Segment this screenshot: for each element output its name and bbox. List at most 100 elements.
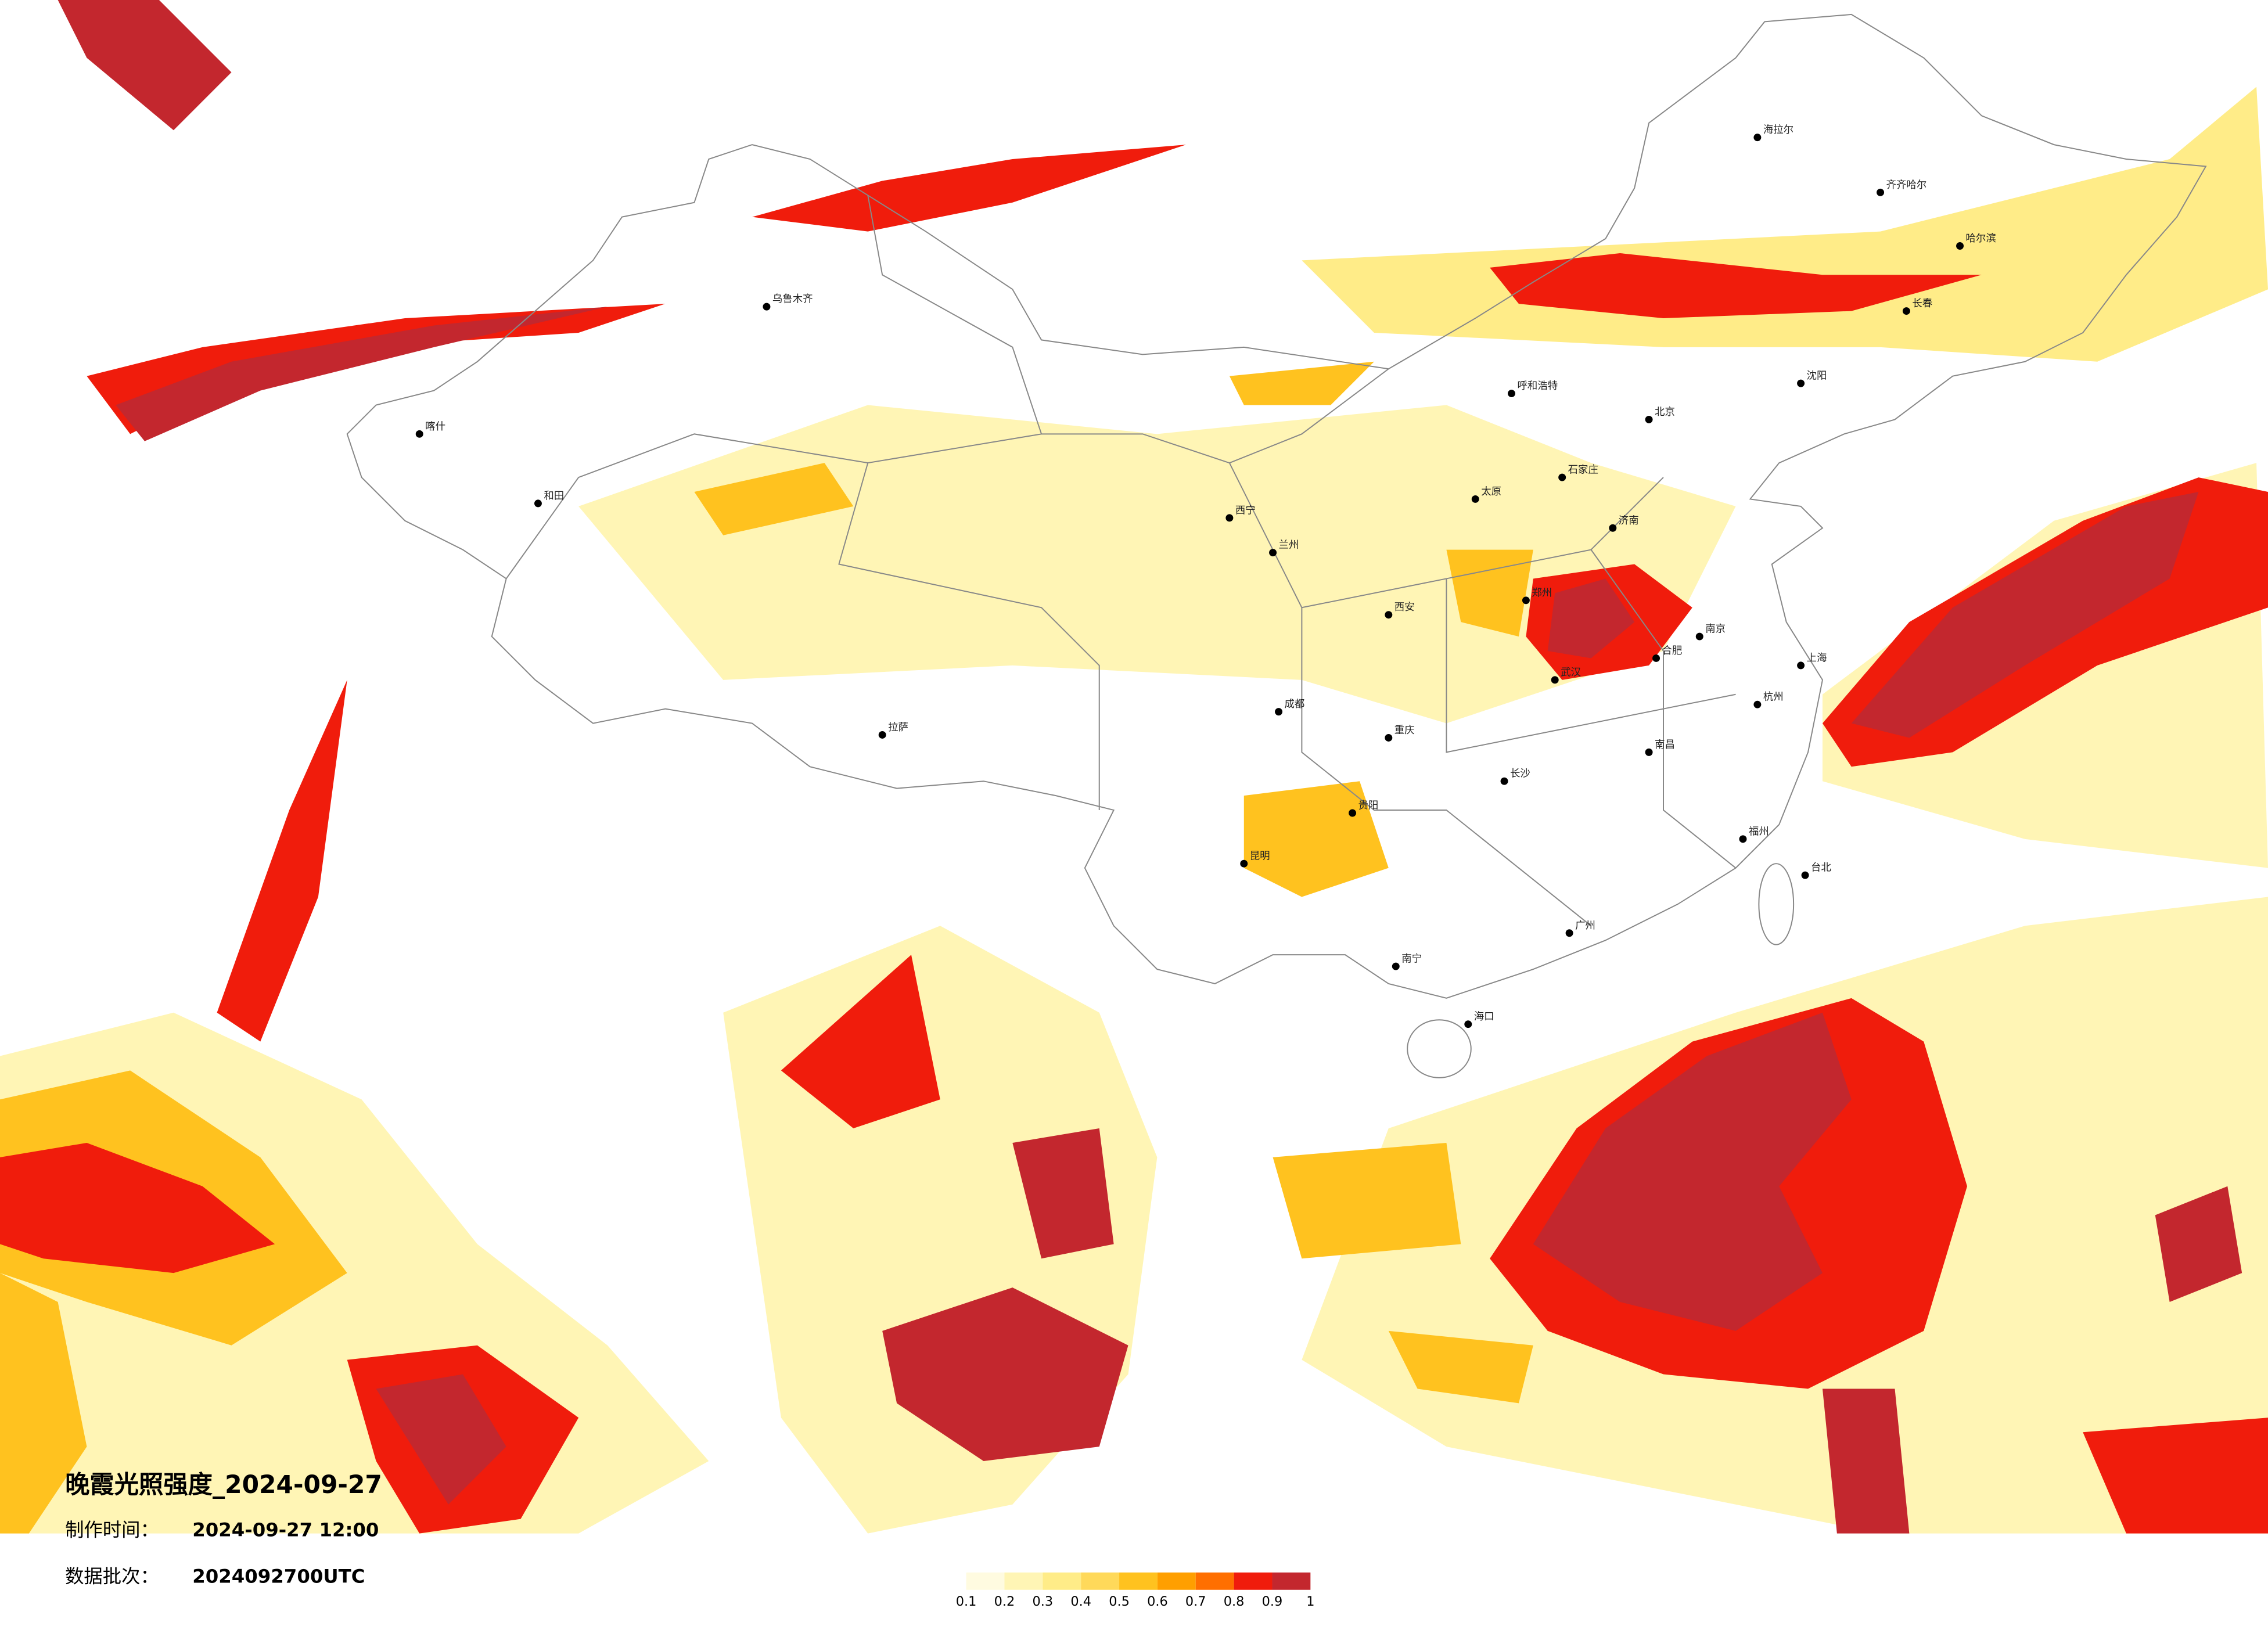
city-dot: [1471, 495, 1479, 503]
province-border: [505, 195, 1737, 927]
legend-tick-label: 0.3: [1033, 1594, 1054, 1609]
legend-tick-label: 0.5: [1109, 1594, 1130, 1609]
legend-tick-label: 0.9: [1262, 1594, 1283, 1609]
info-value: 2024092700UTC: [192, 1565, 365, 1587]
city-dot: [1797, 379, 1805, 387]
city-label: 武汉: [1561, 667, 1581, 678]
city-label: 福州: [1749, 826, 1769, 837]
city-dot: [1645, 748, 1653, 756]
legend-swatch: [1234, 1572, 1273, 1590]
city-label: 成都: [1285, 699, 1305, 710]
city-label: 兰州: [1279, 539, 1299, 551]
city-label: 杭州: [1763, 692, 1784, 703]
city-label: 长沙: [1510, 768, 1530, 780]
legend-tick-label: 0.1: [956, 1594, 977, 1609]
city-label: 南京: [1705, 624, 1726, 635]
city-dot: [1500, 777, 1508, 785]
legend-swatch: [1043, 1572, 1081, 1590]
city-label: 合肥: [1662, 645, 1683, 657]
city-label: 台北: [1811, 862, 1831, 874]
city-label: 喀什: [425, 421, 445, 433]
city-dot: [1739, 835, 1747, 843]
city-dot: [1902, 307, 1910, 315]
legend-swatch: [1157, 1572, 1196, 1590]
city-dot: [1956, 242, 1964, 250]
city-dot: [1753, 700, 1762, 708]
city-dot: [1240, 859, 1248, 868]
cloud-field: [0, 0, 2268, 1534]
city-dot: [1797, 661, 1805, 670]
city-label: 长春: [1912, 298, 1932, 310]
city-label: 南昌: [1655, 739, 1675, 751]
hainan: [1407, 1019, 1472, 1078]
city-label: 石家庄: [1568, 465, 1598, 476]
city-label: 乌鲁木齐: [772, 294, 813, 305]
city-dot: [415, 430, 423, 438]
city-label: 沈阳: [1807, 370, 1827, 382]
city-dot: [1225, 514, 1234, 522]
boundaries: [346, 13, 2207, 1078]
city-dot: [1464, 1020, 1472, 1028]
city-dot: [1652, 654, 1660, 662]
city-dot: [1269, 549, 1277, 557]
city-dot: [878, 731, 886, 739]
city-label: 太原: [1481, 486, 1501, 498]
legend-tick-label: 0.4: [1070, 1594, 1091, 1609]
city-label: 昆明: [1250, 851, 1270, 862]
city-dot: [1695, 632, 1703, 641]
legend-swatch: [1119, 1572, 1158, 1590]
city-dot: [1877, 188, 1885, 196]
city-label: 郑州: [1532, 587, 1552, 599]
country-border: [346, 13, 2207, 999]
city-label: 海口: [1474, 1011, 1494, 1023]
city-dot: [1753, 134, 1762, 142]
city-label: 海拉尔: [1763, 124, 1793, 136]
city-label: 和田: [544, 490, 564, 502]
city-dot: [1385, 733, 1393, 742]
city-label: 拉萨: [888, 722, 908, 733]
city-dot: [1508, 390, 1515, 398]
info-value: 2024-09-27 12:00: [192, 1519, 379, 1541]
city-dot: [534, 499, 542, 508]
legend: 0.1 0.2 0.3 0.4 0.5 0.6 0.7 0.8 0.9 1: [956, 1572, 1314, 1609]
city-label: 上海: [1807, 652, 1827, 664]
legend-tick-label: 1: [1306, 1594, 1314, 1609]
city-dot: [1609, 524, 1617, 532]
city-dot: [1275, 708, 1283, 716]
taiwan: [1758, 863, 1795, 945]
city-label: 广州: [1575, 920, 1595, 931]
legend-tick-label: 0.8: [1224, 1594, 1245, 1609]
city-label: 西安: [1394, 602, 1415, 613]
city-label: 北京: [1655, 406, 1675, 418]
city-dot: [1522, 596, 1530, 605]
city-dot: [1565, 929, 1573, 937]
info-label: 数据批次：: [65, 1565, 159, 1587]
city-label: 重庆: [1394, 725, 1415, 736]
legend-swatch: [1272, 1572, 1311, 1590]
city-label: 齐齐哈尔: [1886, 179, 1927, 191]
legend-tick-label: 0.6: [1147, 1594, 1168, 1609]
city-dot: [1349, 809, 1357, 817]
city-label: 南宁: [1401, 954, 1422, 965]
city-label: 西宁: [1235, 505, 1256, 516]
city-dot: [1392, 962, 1400, 970]
city-dot: [1551, 676, 1559, 684]
city-dot: [763, 303, 771, 311]
legend-tick-label: 0.7: [1185, 1594, 1206, 1609]
city-label: 贵阳: [1358, 800, 1379, 812]
legend-tick-label: 0.2: [994, 1594, 1015, 1609]
city-dot: [1645, 415, 1653, 423]
city-dot: [1801, 871, 1809, 879]
legend-swatch: [1004, 1572, 1043, 1590]
city-label: 哈尔滨: [1965, 233, 1996, 244]
legend-swatch: [966, 1572, 1005, 1590]
info-label: 制作时间：: [65, 1519, 159, 1541]
map-title: 晚霞光照强度_2024-09-27: [65, 1470, 382, 1499]
city-dot: [1385, 611, 1393, 619]
legend-swatch: [1195, 1572, 1234, 1590]
city-label: 呼和浩特: [1517, 380, 1558, 392]
legend-swatch: [1081, 1572, 1120, 1590]
